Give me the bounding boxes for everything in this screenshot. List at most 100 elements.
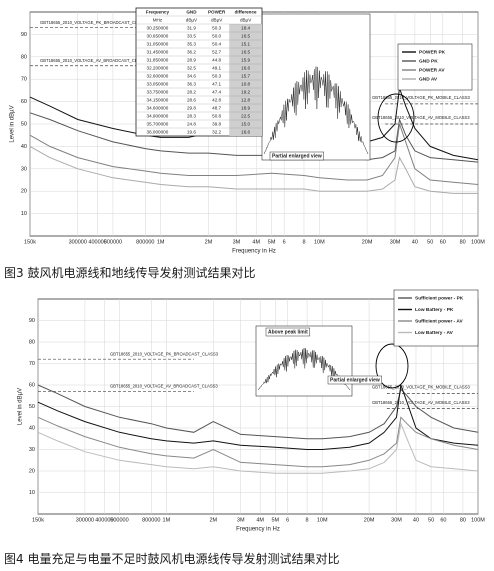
x-tick-label: 10M [314,239,325,245]
table-cell-shade [229,128,262,136]
table-cell: 50.8 [212,114,221,119]
table-cell-shade [229,80,262,88]
table-cell: difference [235,10,257,15]
annotation-box [327,375,382,385]
table-cell: 18.9 [241,106,250,111]
y-tick-label: 10 [21,211,27,217]
x-tick-label: 300000 [76,517,94,523]
legend-label: GND AV [419,76,438,82]
x-tick-label: 30M [391,517,402,523]
x-axis-label: Frequency in Hz [232,249,276,255]
limit-label: GBT18655_2010_VOLTAGE_AV_MOBILE_CLASS3 [372,400,470,405]
x-tick-label: 60 [440,239,446,245]
highlight-circle [375,343,409,389]
x-tick-label: 150k [24,239,36,245]
y-tick-label: 90 [21,32,27,38]
x-tick-label: 400000 [95,517,113,523]
x-tick-label: 400000 [88,239,106,245]
table-cell: 48.7 [212,106,221,111]
table-cell: POWER [208,10,226,15]
x-tick-label: 100M [471,239,485,245]
table-cell: 31.850000 [147,58,169,63]
x-tick-label: 3M [233,239,241,245]
table-cell: 34.600000 [147,106,169,111]
y-tick-label: 70 [29,361,35,367]
limit-label: GBT18655_2010_VOLTAGE_PK_MOBILE_CLASS3 [372,385,471,390]
table-cell: 15.1 [241,42,250,47]
x-tick-label: 4M [252,239,260,245]
table-cell: 12.8 [241,98,250,103]
limit-label: GBT18655_2010_VOLTAGE_AV_BROADCAST_CLASS… [110,384,218,389]
series-line [29,145,478,194]
table-cell: 50.3 [212,74,221,79]
table-cell: 50.0 [212,34,221,39]
table-cell: 47.4 [212,90,221,95]
y-tick-label: 30 [21,166,27,172]
table-cell: 24.8 [187,122,196,127]
annotation: Above peak limit [268,329,308,335]
figure-4: 10 20 30 40 50 60 70 80 90 150k 300000 400000500000… [18,289,485,533]
table-cell: 22.5 [241,114,250,119]
table-cell: 35.3 [187,42,196,47]
series-line [37,384,479,450]
limit-label: GBT18655_2010_VOLTAGE_AV_BROADCAST_CLASS… [40,58,148,63]
y-tick-label: 10 [29,490,35,496]
annotation: Partial enlarged view [330,377,380,383]
table-cell: 49.1 [212,66,221,71]
x-tick-label: 20M [362,239,373,245]
table-cell: dBµV [211,18,223,23]
table-cell: 33.5 [187,34,196,39]
limit-label: GBT18655_2010_VOLTAGE_PK_MOBILE_CLASS3 [372,95,471,100]
table-cell: 16.6 [241,66,250,71]
x-tick-label: 1M [163,517,171,523]
limit-label: GBT18655_2010_VOLTAGE_PK_BROADCAST_CLASS… [110,351,219,356]
table-cell: 30.250000 [147,26,169,31]
y-tick-label: 80 [29,339,35,345]
x-tick-label: 500000 [110,517,128,523]
table-cell-shade [229,64,262,72]
table-cell: 33.750000 [147,90,169,95]
x-tick-label: 40 [413,517,419,523]
y-tick-label: 20 [21,189,27,195]
table-cell: 28.9 [187,58,196,63]
x-tick-label: 8 [306,517,309,523]
table-cell: 15.9 [241,58,250,63]
table-cell: Frequency [146,10,170,15]
x-tick-label: 800000 [136,239,154,245]
x-tick-label: 500000 [104,239,122,245]
legend-label: Sufficient power - AV [415,318,464,324]
inset-frame [261,13,371,161]
y-tick-label: 60 [21,99,27,105]
table-cell: 28.6 [187,98,196,103]
table-cell-shade [229,48,262,56]
table-cell-shade [229,112,262,120]
x-tick-label: 1M [157,239,165,245]
x-tick-label: 10M [317,517,328,523]
table-cell: 35.700000 [147,122,169,127]
inset-trace [263,66,369,155]
y-tick-label: 40 [29,425,35,431]
table-cell: 29.8 [187,106,196,111]
table-cell: 39.8 [212,122,221,127]
table-cell: 47.1 [212,82,221,87]
table-cell: 15.0 [241,122,250,127]
series-line [29,123,479,185]
inset-frame [255,325,353,397]
legend-label: Sufficient power - PK [415,295,464,301]
figure-3: 10 20 30 40 50 60 70 80 90 150k 300000 400000500000… [10,7,485,255]
table-cell: 31.050000 [147,42,169,47]
legend-label: POWER AV [419,67,445,73]
table-cell: 16.5 [241,34,250,39]
table-cell: 19.2 [241,90,250,95]
table-cell: 28.3 [187,114,196,119]
x-tick-label: 150k [32,517,44,523]
table-cell: 32.200000 [147,66,169,71]
table-cell-shade [229,120,262,128]
series-line [37,421,479,474]
x-tick-label: 80 [460,239,466,245]
table-cell: 30.650000 [147,34,169,39]
table-cell: 31.450000 [147,50,169,55]
x-tick-label: 3M [237,517,245,523]
table-cell: 32.2 [212,130,221,135]
table-cell: dBµV [240,18,252,23]
